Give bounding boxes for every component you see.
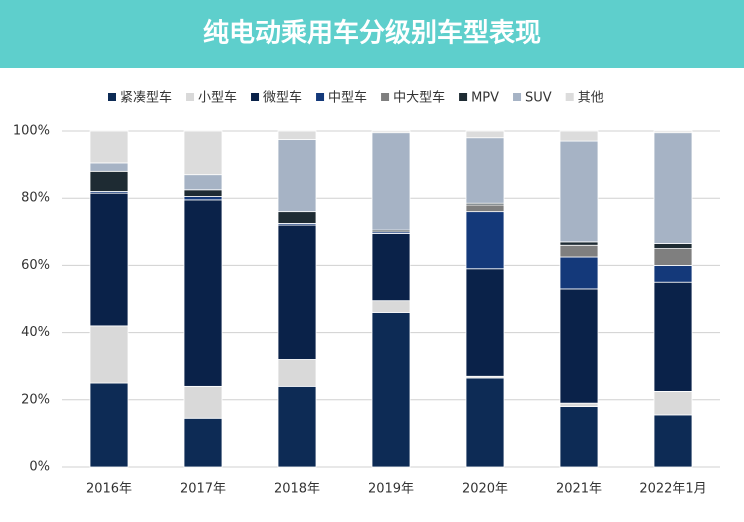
bar-segment xyxy=(277,224,317,360)
bar-segment xyxy=(559,402,599,407)
bar-segment xyxy=(465,268,505,377)
bar-segment xyxy=(653,390,693,416)
bar-segment xyxy=(183,174,223,191)
bar-segment xyxy=(183,189,223,197)
y-tick-label: 20% xyxy=(21,392,50,407)
bar-segment xyxy=(465,211,505,270)
x-tick-label: 2021年 xyxy=(556,482,602,497)
y-tick-label: 80% xyxy=(21,191,50,206)
bar-segment xyxy=(653,130,693,134)
legend-label: 紧凑型车 xyxy=(120,90,172,106)
legend-label: 中型车 xyxy=(328,90,367,106)
bar-segment xyxy=(559,130,599,142)
legend-swatch xyxy=(381,93,390,101)
bar-segment xyxy=(371,130,411,134)
bar-segment xyxy=(653,248,693,266)
bar-segment xyxy=(653,414,693,468)
bar-segment xyxy=(89,170,129,192)
bar-segment xyxy=(465,137,505,204)
legend-swatch xyxy=(316,93,325,101)
legend-swatch xyxy=(186,93,195,101)
legend-label: 小型车 xyxy=(198,90,237,106)
bar-segment xyxy=(89,325,129,384)
chart-title: 纯电动乘用车分级别车型表现 xyxy=(203,18,541,49)
bar-segment xyxy=(183,385,223,419)
header-band xyxy=(0,0,744,68)
x-tick-label: 2016年 xyxy=(86,482,132,497)
bar-segment xyxy=(559,288,599,404)
x-tick-label: 2018年 xyxy=(274,482,320,497)
bar-segment xyxy=(371,312,411,468)
legend-swatch xyxy=(108,93,116,101)
legend-swatch xyxy=(251,93,260,101)
y-tick-label: 40% xyxy=(21,325,50,340)
bar-segment xyxy=(277,130,317,140)
x-tick-label: 2020年 xyxy=(462,482,508,497)
bar-segment xyxy=(277,138,317,213)
bar-segment xyxy=(371,300,411,313)
legend-swatch xyxy=(459,93,468,101)
bar-segment xyxy=(89,162,129,172)
legend-label: 微型车 xyxy=(263,90,302,106)
bar-segment xyxy=(559,256,599,290)
legend-swatch xyxy=(565,93,574,101)
legend-label: SUV xyxy=(525,91,552,106)
y-tick-label: 0% xyxy=(29,460,50,475)
bar-segment xyxy=(465,377,505,468)
bar-segment xyxy=(183,196,223,201)
bar-segment xyxy=(89,192,129,327)
bar-segment xyxy=(371,132,411,231)
bar-segment xyxy=(653,264,693,283)
bar-segment xyxy=(653,132,693,244)
bar-segment xyxy=(559,406,599,468)
bar-segment xyxy=(183,199,223,387)
bar-segment xyxy=(89,382,129,468)
bar-segment xyxy=(653,243,693,249)
bar-segment xyxy=(89,130,129,164)
x-tick-label: 2022年1月 xyxy=(639,482,706,497)
bar-segment xyxy=(559,244,599,258)
y-tick-label: 100% xyxy=(13,124,50,139)
bar-segment xyxy=(465,130,505,139)
y-tick-label: 60% xyxy=(21,258,50,273)
bar-segment xyxy=(653,281,693,392)
bar-segment xyxy=(371,233,411,302)
x-tick-label: 2019年 xyxy=(368,482,414,497)
bar-segment xyxy=(559,241,599,246)
bar-segment xyxy=(277,211,317,224)
bar-segment xyxy=(183,130,223,176)
legend-label: MPV xyxy=(471,91,499,106)
bar-segment xyxy=(559,140,599,243)
bar-segment xyxy=(277,385,317,468)
legend-label: 中大型车 xyxy=(393,90,445,106)
bar-segment xyxy=(277,359,317,387)
legend-label: 其他 xyxy=(578,91,604,106)
bar-segment xyxy=(183,417,223,468)
x-tick-label: 2017年 xyxy=(180,482,226,497)
bar-segment xyxy=(465,204,505,213)
legend-swatch xyxy=(513,93,522,101)
